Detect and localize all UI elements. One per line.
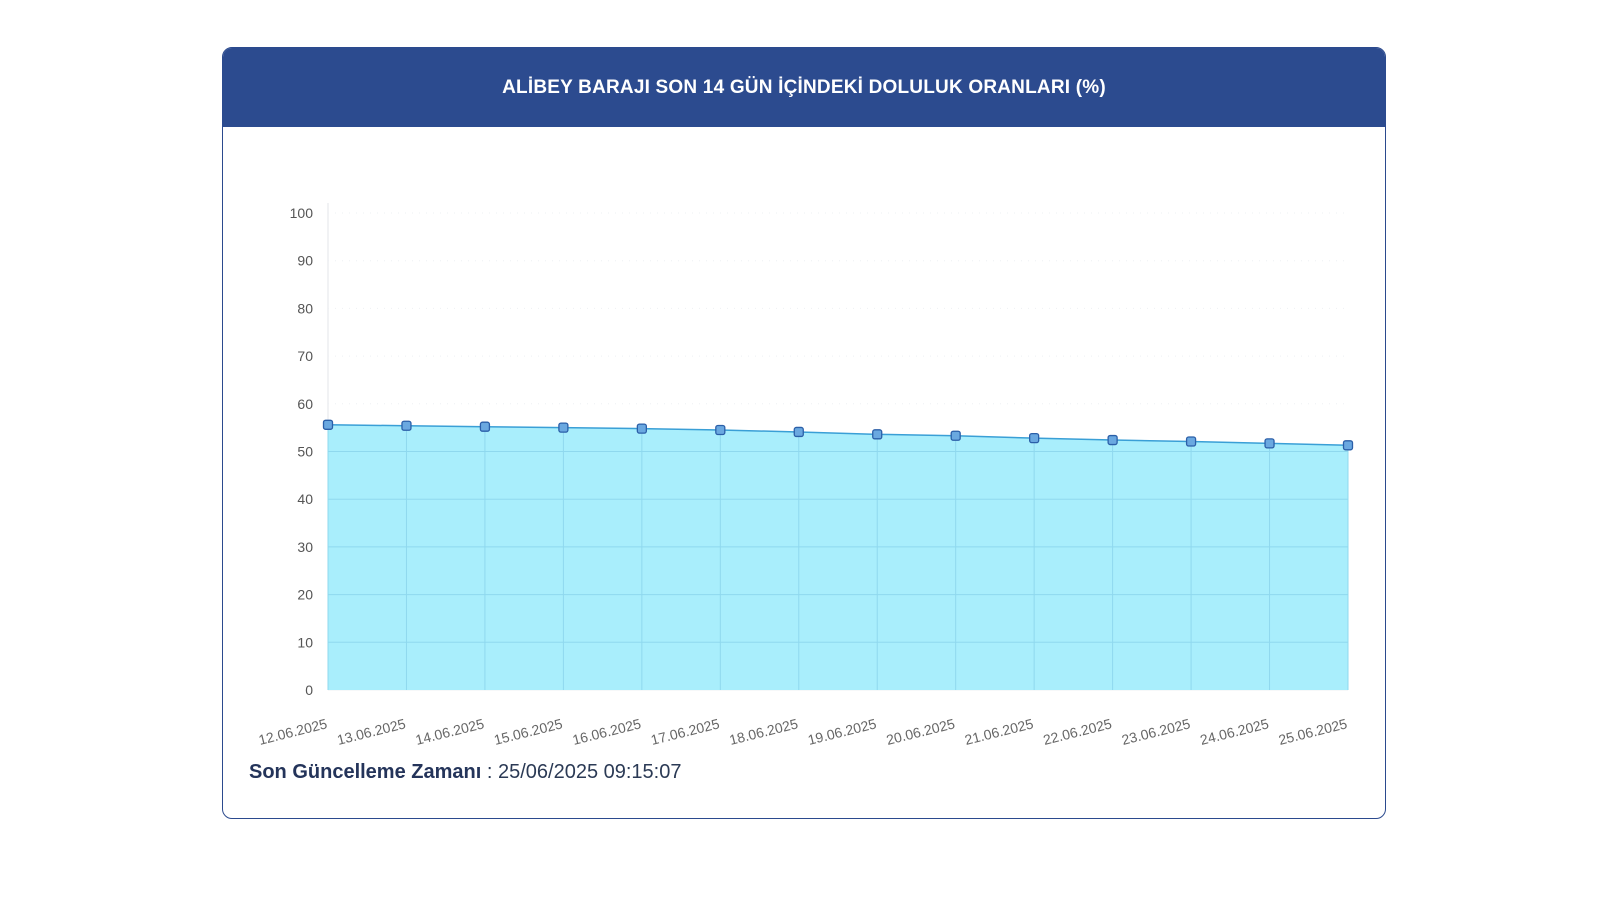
x-tick-label: 19.06.2025 — [806, 715, 878, 748]
data-point — [322, 419, 334, 430]
chart-area: 0 10 20 30 40 50 60 70 80 90 100 12.06.2025 13.06.20… — [223, 127, 1385, 767]
data-point — [793, 426, 804, 438]
data-point — [950, 430, 961, 441]
last-update-label: Son Güncelleme Zamanı — [249, 761, 482, 783]
x-tick-label: 12.06.2025 — [257, 715, 329, 748]
data-point — [401, 420, 412, 431]
data-point — [872, 429, 883, 440]
data-point — [1107, 434, 1118, 446]
area-fill — [328, 424, 1348, 690]
data-point — [715, 424, 726, 436]
data-point — [1264, 438, 1275, 449]
x-tick-label: 24.06.2025 — [1198, 715, 1270, 748]
x-tick-label: 20.06.2025 — [885, 715, 957, 748]
y-tick-label: 100 — [290, 205, 314, 221]
area-chart: 0 10 20 30 40 50 60 70 80 90 100 12.06.2025 13.06.20… — [257, 203, 1354, 748]
data-point — [558, 422, 569, 433]
x-tick-label: 21.06.2025 — [963, 715, 1035, 748]
x-tick-label: 15.06.2025 — [492, 715, 564, 748]
y-tick-label: 60 — [297, 396, 313, 412]
x-tick-label: 18.06.2025 — [728, 715, 800, 748]
y-tick-label: 20 — [297, 587, 313, 603]
chart-title: ALİBEY BARAJI SON 14 GÜN İÇİNDEKİ DOLULU… — [502, 76, 1106, 98]
x-tick-label: 16.06.2025 — [571, 715, 643, 748]
y-tick-label: 90 — [297, 253, 313, 269]
x-tick-label: 23.06.2025 — [1120, 715, 1192, 748]
last-update-value: 25/06/2025 09:15:07 — [497, 761, 682, 783]
last-update: Son Güncelleme Zamanı : 25/06/2025 09:15… — [249, 761, 681, 784]
y-tick-label: 40 — [297, 491, 313, 507]
data-point — [636, 423, 647, 434]
y-tick-label: 50 — [297, 444, 313, 460]
data-point — [1185, 436, 1197, 447]
y-tick-label: 70 — [297, 348, 313, 364]
y-tick-label: 80 — [297, 300, 313, 316]
x-tick-label: 22.06.2025 — [1041, 715, 1113, 748]
last-update-separator: : — [481, 761, 498, 783]
x-tick-label: 14.06.2025 — [414, 715, 486, 748]
x-tick-label: 13.06.2025 — [335, 715, 407, 748]
data-point — [1342, 440, 1354, 451]
x-tick-label: 25.06.2025 — [1277, 715, 1349, 748]
data-point — [1029, 432, 1040, 444]
data-point — [479, 421, 491, 432]
series-line — [327, 424, 1349, 447]
y-tick-label: 30 — [297, 539, 313, 555]
chart-card: ALİBEY BARAJI SON 14 GÜN İÇİNDEKİ DOLULU… — [222, 47, 1386, 819]
y-tick-label: 10 — [297, 634, 313, 650]
x-tick-label: 17.06.2025 — [649, 715, 721, 748]
y-tick-label: 0 — [305, 682, 313, 698]
chart-header: ALİBEY BARAJI SON 14 GÜN İÇİNDEKİ DOLULU… — [223, 48, 1385, 127]
